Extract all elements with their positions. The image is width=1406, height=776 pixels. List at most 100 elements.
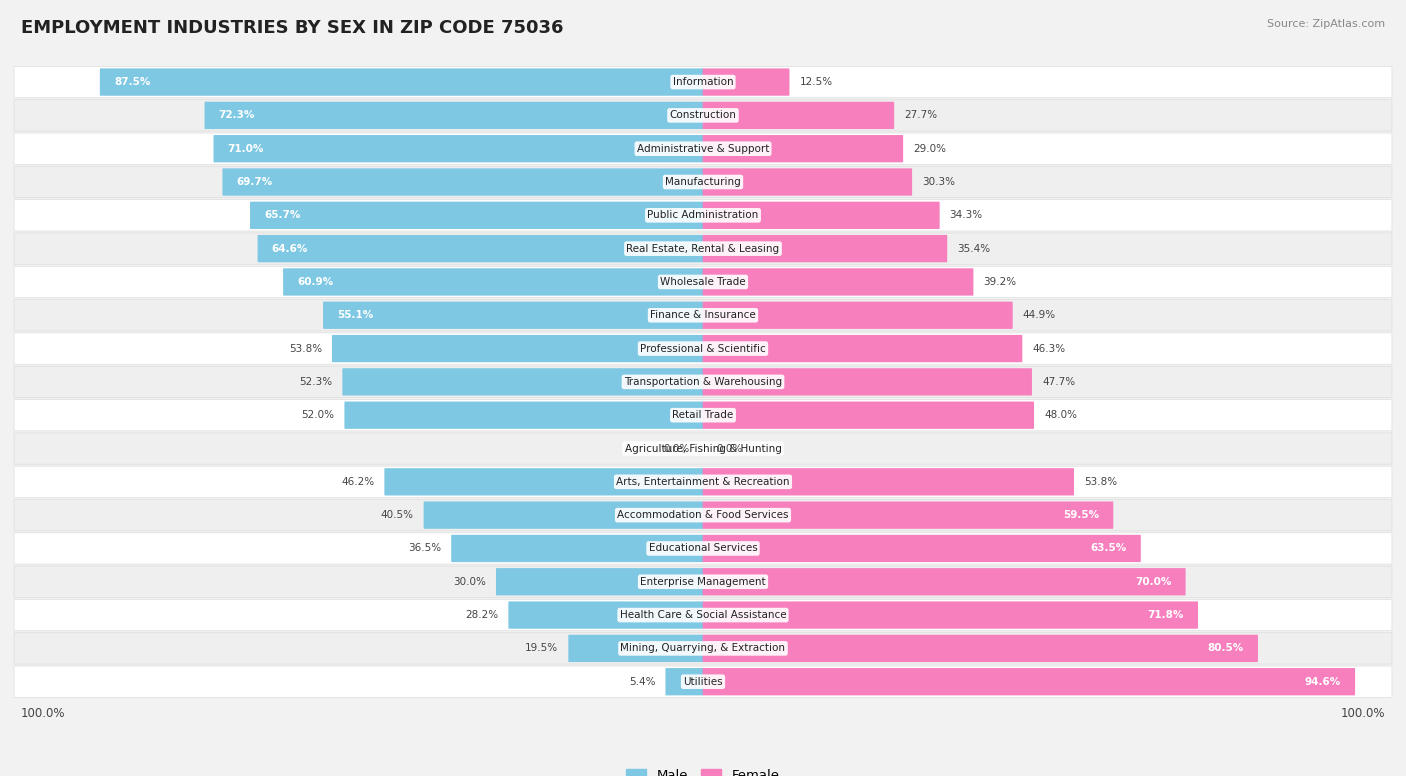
FancyBboxPatch shape <box>703 568 1185 595</box>
Text: 44.9%: 44.9% <box>1022 310 1056 320</box>
Text: Construction: Construction <box>669 110 737 120</box>
FancyBboxPatch shape <box>14 433 1392 464</box>
Text: 12.5%: 12.5% <box>800 77 832 87</box>
FancyBboxPatch shape <box>342 369 703 396</box>
FancyBboxPatch shape <box>14 400 1392 431</box>
Text: 53.8%: 53.8% <box>288 344 322 354</box>
Text: 0.0%: 0.0% <box>664 444 689 453</box>
Text: Retail Trade: Retail Trade <box>672 411 734 420</box>
FancyBboxPatch shape <box>323 302 703 329</box>
FancyBboxPatch shape <box>14 333 1392 364</box>
FancyBboxPatch shape <box>332 335 703 362</box>
Text: 52.0%: 52.0% <box>301 411 335 420</box>
FancyBboxPatch shape <box>204 102 703 129</box>
Text: 48.0%: 48.0% <box>1045 411 1077 420</box>
Text: Administrative & Support: Administrative & Support <box>637 144 769 154</box>
Text: 69.7%: 69.7% <box>236 177 273 187</box>
FancyBboxPatch shape <box>703 235 948 262</box>
FancyBboxPatch shape <box>14 533 1392 564</box>
Text: 87.5%: 87.5% <box>114 77 150 87</box>
FancyBboxPatch shape <box>14 199 1392 231</box>
Text: Agriculture, Fishing & Hunting: Agriculture, Fishing & Hunting <box>624 444 782 453</box>
Text: Health Care & Social Assistance: Health Care & Social Assistance <box>620 610 786 620</box>
Text: 59.5%: 59.5% <box>1063 510 1099 520</box>
Text: Manufacturing: Manufacturing <box>665 177 741 187</box>
Text: 55.1%: 55.1% <box>337 310 374 320</box>
FancyBboxPatch shape <box>703 369 1032 396</box>
Text: 36.5%: 36.5% <box>408 543 441 553</box>
Text: Public Administration: Public Administration <box>647 210 759 220</box>
FancyBboxPatch shape <box>703 535 1140 562</box>
FancyBboxPatch shape <box>14 67 1392 98</box>
FancyBboxPatch shape <box>257 235 703 262</box>
Text: 100.0%: 100.0% <box>21 707 66 720</box>
Text: Transportation & Warehousing: Transportation & Warehousing <box>624 377 782 387</box>
Text: 53.8%: 53.8% <box>1084 476 1118 487</box>
Text: 71.8%: 71.8% <box>1147 610 1184 620</box>
Text: Enterprise Management: Enterprise Management <box>640 577 766 587</box>
Text: 27.7%: 27.7% <box>904 110 938 120</box>
FancyBboxPatch shape <box>14 233 1392 265</box>
Text: 52.3%: 52.3% <box>299 377 332 387</box>
Text: 39.2%: 39.2% <box>983 277 1017 287</box>
FancyBboxPatch shape <box>14 566 1392 598</box>
FancyBboxPatch shape <box>703 168 912 196</box>
Text: 63.5%: 63.5% <box>1091 543 1126 553</box>
FancyBboxPatch shape <box>703 268 973 296</box>
FancyBboxPatch shape <box>14 133 1392 165</box>
FancyBboxPatch shape <box>703 102 894 129</box>
Text: 0.0%: 0.0% <box>717 444 742 453</box>
FancyBboxPatch shape <box>703 501 1114 528</box>
Text: 60.9%: 60.9% <box>297 277 333 287</box>
FancyBboxPatch shape <box>14 599 1392 631</box>
FancyBboxPatch shape <box>14 100 1392 131</box>
FancyBboxPatch shape <box>665 668 703 695</box>
FancyBboxPatch shape <box>423 501 703 528</box>
Text: Professional & Scientific: Professional & Scientific <box>640 344 766 354</box>
Text: Information: Information <box>672 77 734 87</box>
FancyBboxPatch shape <box>703 335 1022 362</box>
FancyBboxPatch shape <box>703 401 1033 429</box>
FancyBboxPatch shape <box>509 601 703 629</box>
Text: 35.4%: 35.4% <box>957 244 990 254</box>
Text: Real Estate, Rental & Leasing: Real Estate, Rental & Leasing <box>627 244 779 254</box>
FancyBboxPatch shape <box>344 401 703 429</box>
Text: Educational Services: Educational Services <box>648 543 758 553</box>
FancyBboxPatch shape <box>14 500 1392 531</box>
Text: 64.6%: 64.6% <box>271 244 308 254</box>
Text: 70.0%: 70.0% <box>1135 577 1171 587</box>
FancyBboxPatch shape <box>14 266 1392 298</box>
FancyBboxPatch shape <box>451 535 703 562</box>
Text: 71.0%: 71.0% <box>228 144 264 154</box>
Text: 30.0%: 30.0% <box>453 577 486 587</box>
FancyBboxPatch shape <box>703 302 1012 329</box>
FancyBboxPatch shape <box>250 202 703 229</box>
Text: 100.0%: 100.0% <box>1340 707 1385 720</box>
Text: Accommodation & Food Services: Accommodation & Food Services <box>617 510 789 520</box>
FancyBboxPatch shape <box>703 68 789 95</box>
FancyBboxPatch shape <box>222 168 703 196</box>
FancyBboxPatch shape <box>703 468 1074 496</box>
FancyBboxPatch shape <box>703 135 903 162</box>
Text: 29.0%: 29.0% <box>912 144 946 154</box>
FancyBboxPatch shape <box>568 635 703 662</box>
Text: Arts, Entertainment & Recreation: Arts, Entertainment & Recreation <box>616 476 790 487</box>
FancyBboxPatch shape <box>14 632 1392 664</box>
FancyBboxPatch shape <box>14 300 1392 331</box>
Text: 80.5%: 80.5% <box>1208 643 1244 653</box>
Text: 65.7%: 65.7% <box>264 210 301 220</box>
FancyBboxPatch shape <box>703 668 1355 695</box>
FancyBboxPatch shape <box>14 366 1392 397</box>
FancyBboxPatch shape <box>703 601 1198 629</box>
FancyBboxPatch shape <box>14 166 1392 198</box>
Text: 28.2%: 28.2% <box>465 610 498 620</box>
Text: 30.3%: 30.3% <box>922 177 955 187</box>
Text: Wholesale Trade: Wholesale Trade <box>661 277 745 287</box>
Text: 19.5%: 19.5% <box>526 643 558 653</box>
FancyBboxPatch shape <box>384 468 703 496</box>
Text: 47.7%: 47.7% <box>1042 377 1076 387</box>
FancyBboxPatch shape <box>100 68 703 95</box>
FancyBboxPatch shape <box>14 666 1392 698</box>
FancyBboxPatch shape <box>703 202 939 229</box>
Text: 72.3%: 72.3% <box>219 110 254 120</box>
